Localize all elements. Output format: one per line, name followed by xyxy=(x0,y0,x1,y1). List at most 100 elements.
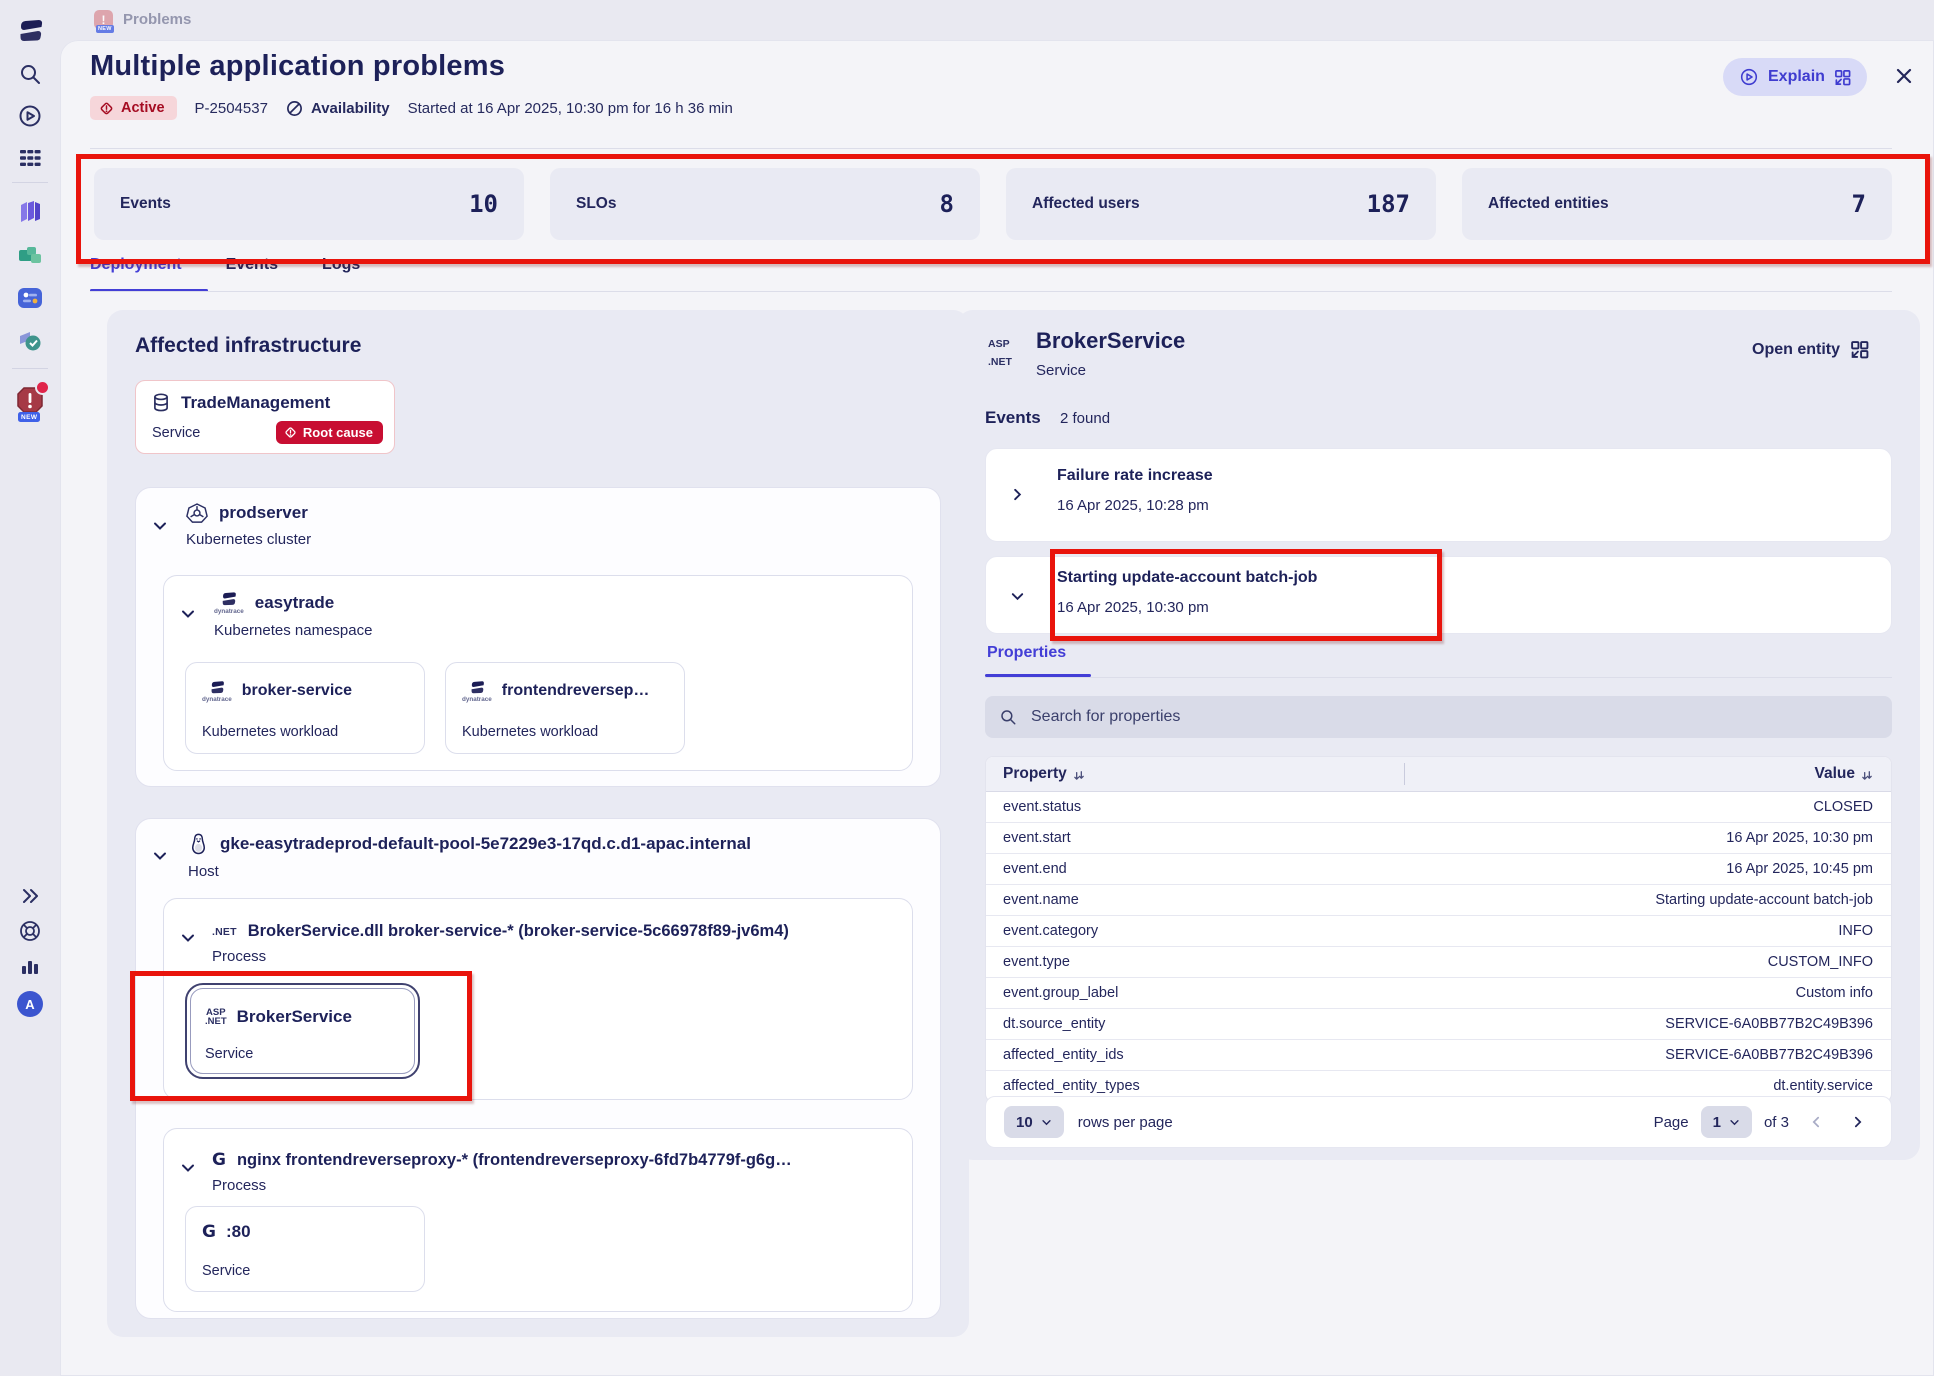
process-name: nginx frontendreverseproxy-* (frontendre… xyxy=(236,1150,792,1169)
next-page-button[interactable] xyxy=(1843,1107,1873,1137)
chevron-down-icon[interactable] xyxy=(1010,589,1025,604)
host-type: Host xyxy=(188,863,219,880)
infrastructure-heading: Affected infrastructure xyxy=(135,334,362,357)
service-card-brokerservice-selected[interactable]: ASP .NET BrokerService Service xyxy=(185,983,420,1079)
page-select[interactable]: 1 xyxy=(1700,1106,1752,1138)
namespace-node[interactable]: dynatrace easytrade Kubernetes namespace xyxy=(214,590,372,639)
problems-app-icon[interactable]: NEW xyxy=(14,380,50,422)
process-type: Process xyxy=(212,948,267,965)
table-row: event.end 16 Apr 2025, 10:45 pm xyxy=(986,854,1891,885)
workload-card-frontendreverseproxy[interactable]: dynatrace frontendreversep… Kubernetes w… xyxy=(445,662,685,754)
rows-per-page-select[interactable]: 10 xyxy=(1004,1106,1064,1138)
app-blue-icon[interactable] xyxy=(14,282,46,314)
workload-card-broker-service[interactable]: dynatrace broker-service Kubernetes work… xyxy=(185,662,425,754)
workload-type: Kubernetes workload xyxy=(462,724,599,740)
chevron-down-icon[interactable] xyxy=(180,930,196,946)
service-title-row: ASP .NET BrokerService xyxy=(205,1007,352,1027)
workload-name: broker-service xyxy=(241,682,353,699)
page-of-label: of 3 xyxy=(1763,1113,1789,1131)
stat-card-slos[interactable]: SLOs 8 xyxy=(550,168,980,240)
open-app-grid-icon xyxy=(1851,341,1869,359)
expand-sidebar-icon[interactable] xyxy=(14,880,46,912)
page-title: Multiple application problems xyxy=(90,50,506,82)
chevron-right-icon[interactable] xyxy=(1010,487,1025,502)
search-input[interactable] xyxy=(1029,707,1878,727)
table-row: event.name Starting update-account batch-… xyxy=(986,885,1891,916)
stat-card-affected-entities[interactable]: Affected entities 7 xyxy=(1462,168,1892,240)
active-tab-underline xyxy=(90,289,208,292)
impact-label: Availability xyxy=(286,100,390,117)
sidebar-divider xyxy=(12,182,48,183)
chevron-down-icon[interactable] xyxy=(152,848,168,864)
tab-events[interactable]: Events xyxy=(225,256,279,273)
event-card-batch-job[interactable]: Starting update-account batch-job 16 Apr… xyxy=(985,556,1892,634)
root-cause-entity-card[interactable]: TradeManagement Service Root cause xyxy=(135,380,395,454)
service-card-port-80[interactable]: G :80 Service xyxy=(185,1206,425,1292)
close-icon[interactable] xyxy=(1890,62,1918,90)
linux-host-icon xyxy=(191,833,206,855)
apps-grid-icon[interactable] xyxy=(14,142,46,174)
problems-tab-icon: ! NEW xyxy=(94,10,114,33)
sidebar-divider xyxy=(12,368,48,369)
chevron-down-icon[interactable] xyxy=(180,606,196,622)
tab-properties[interactable]: Properties xyxy=(987,644,1067,661)
event-time: 16 Apr 2025, 10:28 pm xyxy=(1057,497,1209,514)
explain-button[interactable]: Explain xyxy=(1723,58,1867,96)
active-tab-underline xyxy=(985,674,1091,677)
rows-per-page-label: rows per page xyxy=(1077,1113,1173,1131)
page-label: Page xyxy=(1653,1113,1689,1131)
app-purple-icon[interactable] xyxy=(14,196,46,228)
host-node[interactable]: gke-easytradeprod-default-pool-5e7229e3-… xyxy=(188,832,751,880)
cluster-name: prodserver xyxy=(219,503,308,522)
namespace-type: Kubernetes namespace xyxy=(214,622,373,639)
tab-logs[interactable]: Logs xyxy=(322,256,361,273)
chevron-down-icon[interactable] xyxy=(180,1160,196,1176)
tab-deployment[interactable]: Deployment xyxy=(90,256,182,273)
workload-name: frontendreversep… xyxy=(501,682,650,699)
chevron-right-icon xyxy=(1854,1116,1862,1128)
launchpad-play-icon[interactable] xyxy=(14,100,46,132)
sort-icon xyxy=(1862,770,1872,780)
table-row: dt.source_entity SERVICE-6A0BB77B2C49B396 xyxy=(986,1009,1891,1040)
properties-search xyxy=(985,696,1892,738)
open-entity-button[interactable]: Open entity xyxy=(1752,340,1869,359)
table-row: affected_entity_ids SERVICE-6A0BB77B2C49B… xyxy=(986,1040,1891,1071)
chevron-down-icon[interactable] xyxy=(152,518,168,534)
app-green-icon[interactable] xyxy=(14,239,46,271)
stat-card-events[interactable]: Events 10 xyxy=(94,168,524,240)
service-type: Service xyxy=(205,1046,254,1062)
duration-text: Started at 16 Apr 2025, 10:30 pm for 16 … xyxy=(407,99,733,117)
events-count: 2 found xyxy=(1060,410,1111,427)
table-pagination: 10 rows per page Page 1 of 3 xyxy=(985,1096,1892,1148)
cluster-type: Kubernetes cluster xyxy=(186,531,312,548)
event-time: 16 Apr 2025, 10:30 pm xyxy=(1057,599,1209,616)
database-icon xyxy=(154,393,168,412)
avatar[interactable]: A xyxy=(14,988,46,1020)
nginx-icon: G xyxy=(202,1222,216,1242)
cluster-node[interactable]: prodserver Kubernetes cluster xyxy=(186,502,311,548)
table-row: affected_entity_types dt.entity.service xyxy=(1003,1078,1873,1094)
column-header-property[interactable]: Property xyxy=(986,765,1433,783)
event-card-failure-rate[interactable]: Failure rate increase 16 Apr 2025, 10:28… xyxy=(985,448,1892,542)
search-icon[interactable] xyxy=(14,58,46,90)
table-row: event.group_label Custom info xyxy=(986,978,1891,1009)
chart-icon[interactable] xyxy=(14,950,46,982)
column-header-value[interactable]: Value xyxy=(1433,765,1891,783)
help-lifebuoy-icon[interactable] xyxy=(14,915,46,947)
previous-page-button[interactable] xyxy=(1801,1107,1831,1137)
properties-table: Property Value event.status CLOSED event.… xyxy=(985,756,1892,1102)
content-tabs: Deployment Events Logs xyxy=(90,256,360,286)
process-node[interactable]: .NET BrokerService.dll broker-service-* … xyxy=(212,922,789,965)
dynatrace-logo-icon[interactable] xyxy=(14,14,46,46)
root-cause-badge: Root cause xyxy=(275,421,383,444)
tab-problems[interactable]: ! NEW Problems xyxy=(94,10,192,33)
tab-problems-label: Problems xyxy=(123,11,192,28)
table-row: event.category INFO xyxy=(986,916,1891,947)
app-teal-icon[interactable] xyxy=(14,325,46,357)
stat-card-affected-users[interactable]: Affected users 187 xyxy=(1006,168,1436,240)
event-title: Starting update-account batch-job xyxy=(1057,569,1318,586)
process-node[interactable]: G nginx frontendreverseproxy-* (frontend… xyxy=(212,1150,792,1194)
header-divider xyxy=(90,148,1892,149)
availability-icon xyxy=(286,100,302,116)
